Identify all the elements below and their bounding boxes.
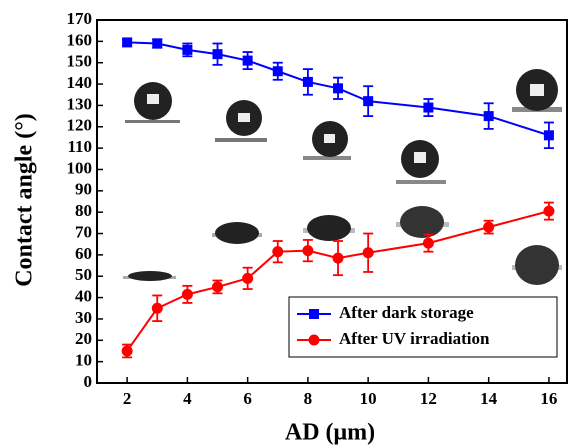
x-tick-label: 12 bbox=[420, 389, 437, 408]
marker bbox=[308, 334, 320, 346]
marker bbox=[212, 281, 224, 293]
y-tick-label: 60 bbox=[75, 244, 92, 263]
marker bbox=[302, 245, 314, 257]
y-axis-label: Contact angle (°) bbox=[12, 113, 38, 287]
x-tick-label: 4 bbox=[183, 389, 192, 408]
marker bbox=[423, 102, 434, 113]
marker bbox=[543, 205, 555, 217]
y-tick-label: 150 bbox=[67, 52, 93, 71]
y-tick-label: 110 bbox=[67, 137, 92, 156]
x-tick-label: 8 bbox=[304, 389, 313, 408]
y-tick-label: 140 bbox=[67, 73, 93, 92]
y-tick-label: 170 bbox=[67, 9, 93, 28]
series-line bbox=[127, 41, 550, 137]
marker bbox=[543, 130, 554, 141]
marker bbox=[182, 44, 193, 55]
marker bbox=[363, 96, 374, 107]
marker bbox=[151, 302, 163, 314]
droplet-images bbox=[123, 69, 562, 285]
legend-box bbox=[288, 296, 558, 358]
marker bbox=[272, 246, 284, 258]
y-tick-label: 10 bbox=[75, 351, 92, 370]
y-tick-label: 70 bbox=[75, 222, 92, 241]
marker bbox=[242, 55, 253, 66]
plot-frame bbox=[96, 19, 568, 384]
marker bbox=[333, 83, 344, 94]
marker bbox=[362, 247, 374, 259]
marker bbox=[212, 49, 223, 60]
y-tick-label: 50 bbox=[75, 265, 92, 284]
x-tick-label: 10 bbox=[360, 389, 377, 408]
marker bbox=[332, 252, 344, 264]
y-tick-label: 0 bbox=[84, 372, 93, 391]
series-line bbox=[126, 210, 550, 352]
y-tick-label: 90 bbox=[75, 180, 92, 199]
marker bbox=[122, 37, 133, 48]
marker bbox=[272, 66, 283, 77]
legend: After dark storage After UV irradiation bbox=[288, 296, 558, 358]
marker bbox=[121, 345, 133, 357]
x-tick-label: 2 bbox=[123, 389, 132, 408]
y-tick-label: 30 bbox=[75, 308, 92, 327]
marker bbox=[181, 288, 193, 300]
y-tick-label: 100 bbox=[67, 158, 93, 177]
y-tick-label: 160 bbox=[67, 30, 93, 49]
y-tick-label: 20 bbox=[75, 329, 92, 348]
marker bbox=[242, 272, 254, 284]
x-axis-label: AD (μm) bbox=[285, 420, 375, 446]
marker bbox=[483, 111, 494, 122]
marker bbox=[302, 76, 313, 87]
marker bbox=[422, 237, 434, 249]
x-tick-label: 14 bbox=[480, 389, 498, 408]
legend-label: After UV irradiation bbox=[339, 329, 490, 348]
y-tick-label: 80 bbox=[75, 201, 92, 220]
marker bbox=[152, 38, 163, 49]
legend-label: After dark storage bbox=[339, 303, 474, 322]
y-tick-label: 40 bbox=[75, 286, 92, 305]
y-tick-label: 120 bbox=[67, 116, 93, 135]
marker bbox=[483, 221, 495, 233]
x-tick-label: 6 bbox=[243, 389, 252, 408]
y-tick-label: 130 bbox=[67, 94, 93, 113]
marker bbox=[309, 309, 319, 319]
x-tick-label: 16 bbox=[540, 389, 557, 408]
